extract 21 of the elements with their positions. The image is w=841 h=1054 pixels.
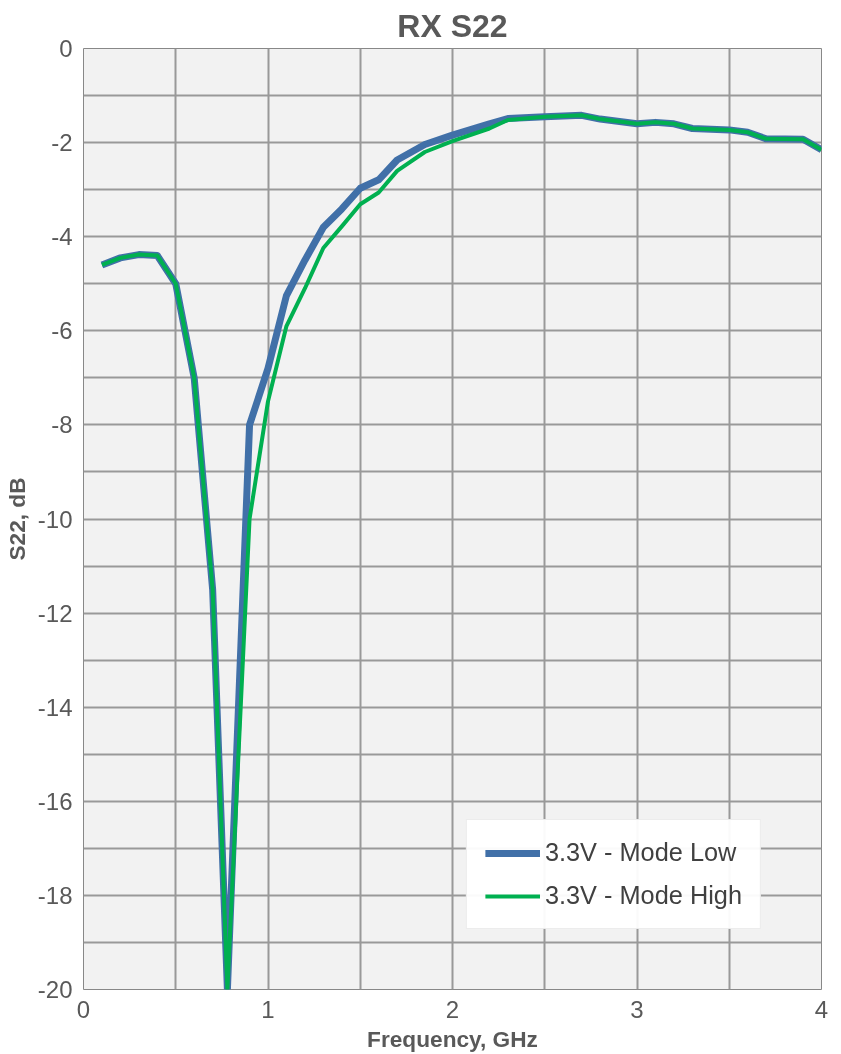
y-tick-label: -14 — [37, 693, 73, 721]
y-tick-label: -4 — [51, 223, 73, 251]
legend-label: 3.3V - Mode High — [544, 881, 742, 910]
y-tick-label: -18 — [37, 881, 73, 909]
y-tick-label: -2 — [51, 129, 73, 157]
x-axis-title: Frequency, GHz — [367, 1025, 538, 1052]
x-tick-label: 3 — [630, 995, 644, 1023]
y-tick-label: -12 — [37, 599, 73, 627]
chart-title: RX S22 — [397, 7, 508, 44]
y-tick-label: -6 — [51, 317, 73, 345]
x-tick-label: 1 — [261, 995, 275, 1023]
legend-label: 3.3V - Mode Low — [544, 838, 737, 867]
y-axis-title: S22, dB — [3, 477, 30, 561]
y-tick-label: -20 — [37, 976, 73, 1003]
y-tick-label: -16 — [37, 787, 73, 815]
y-tick-label: 0 — [59, 35, 73, 62]
x-tick-label: 0 — [76, 995, 91, 1023]
x-tick-label: 4 — [814, 995, 829, 1023]
x-tick-label: 2 — [445, 995, 460, 1023]
y-tick-label: -10 — [37, 505, 73, 533]
y-tick-label: -8 — [51, 411, 73, 439]
